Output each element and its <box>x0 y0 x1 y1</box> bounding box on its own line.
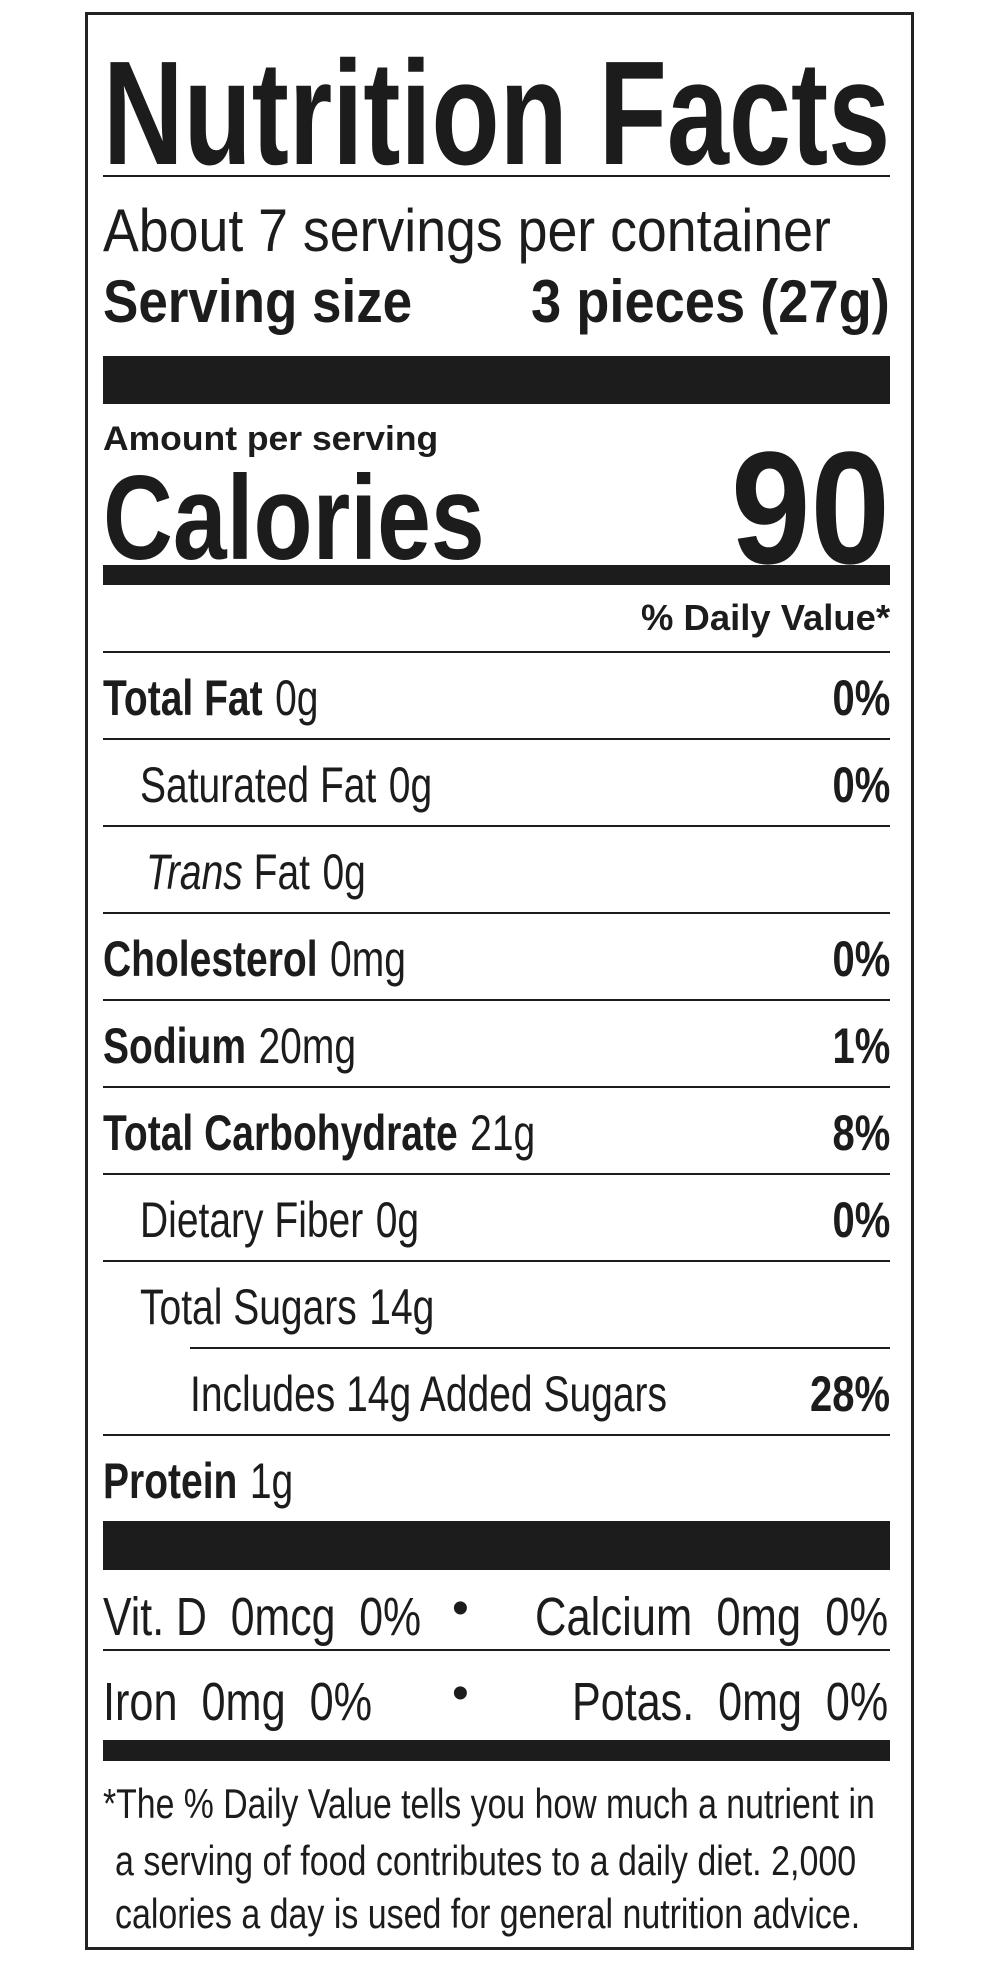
nutrient-row-saturated-fat: Saturated Fat 0g 0% <box>103 738 890 825</box>
nutrient-text: Total Carbohydrate 21g <box>103 1108 535 1158</box>
micro-iron-wrap: Iron 0mg 0% <box>103 1675 439 1729</box>
nutrient-amount: 0g <box>275 670 319 726</box>
nutrient-row-total-carbohydrate: Total Carbohydrate 21g 8% <box>103 1086 890 1173</box>
calories-label: Calories <box>103 451 485 585</box>
nutrient-amount: 21g <box>470 1105 536 1161</box>
nutrient-dv: 0% <box>832 1192 890 1248</box>
nutrient-text: Total Sugars 14g <box>140 1282 434 1332</box>
nutrient-label: Total Sugars <box>140 1279 357 1335</box>
footnote-line: *The % Daily Value tells you how much a … <box>103 1780 875 1827</box>
nutrient-text: Trans Fat 0g <box>146 847 366 897</box>
nutrient-amount: 1g <box>249 1453 294 1509</box>
bullet-icon: • <box>452 1667 469 1720</box>
nutrient-row-total-sugars: Total Sugars 14g <box>103 1260 890 1347</box>
nutrient-row-dietary-fiber: Dietary Fiber 0g 0% <box>103 1173 890 1260</box>
dv-header-wrap: % Daily Value* <box>640 597 890 638</box>
serving-size-label: Serving size <box>103 268 413 335</box>
nutrient-text: Sodium 20mg <box>103 1021 356 1071</box>
micro-calcium-wrap: Calcium 0mg 0% <box>450 1590 888 1644</box>
bullet-icon: • <box>452 1582 469 1635</box>
nutrient-amount: 14g <box>369 1279 435 1335</box>
nutrient-label: Dietary Fiber <box>140 1192 364 1248</box>
nutrient-row-cholesterol: Cholesterol 0mg 0% <box>103 912 890 999</box>
micro-potassium-wrap: Potas. 0mg 0% <box>492 1675 888 1729</box>
nutrient-text: Includes 14g Added Sugars <box>190 1369 667 1419</box>
thick-bar <box>103 356 890 404</box>
nutrient-dv: 0% <box>832 670 890 726</box>
nutrient-row-added-sugars: Includes 14g Added Sugars 28% <box>190 1347 890 1434</box>
nutrient-label: Fat <box>253 844 311 900</box>
nutrient-dv: 8% <box>832 1105 890 1161</box>
nutrient-label: Protein <box>103 1453 238 1509</box>
nutrient-label: Includes 14g Added Sugars <box>190 1366 668 1422</box>
divider <box>103 175 890 177</box>
footnote-line: calories a day is used for general nutri… <box>115 1890 861 1937</box>
micro-vitd-wrap: Vit. D 0mcg 0% <box>103 1590 504 1644</box>
nutrient-amount: 0g <box>322 844 366 900</box>
nutrient-row-protein: Protein 1g <box>103 1434 890 1521</box>
nutrient-label: Saturated Fat <box>140 757 377 813</box>
thick-bar <box>103 1521 890 1570</box>
footnote-line: a serving of food contributes to a daily… <box>115 1837 857 1884</box>
nutrient-dv: 1% <box>832 1018 890 1074</box>
micronutrient-iron: Iron 0mg 0% <box>103 1672 373 1732</box>
page-title: Nutrition Facts <box>103 31 891 196</box>
calories-value-wrap: 90 <box>712 428 890 588</box>
micronutrient-calcium: Calcium 0mg 0% <box>534 1587 888 1647</box>
nutrient-label: Sodium <box>103 1018 246 1074</box>
title-wrap: Nutrition Facts <box>103 40 1000 188</box>
nutrient-dv: 28% <box>809 1366 890 1422</box>
servings-wrap: About 7 servings per container <box>103 201 917 261</box>
nutrient-label-italic: Trans <box>146 844 243 900</box>
nutrient-text: Protein 1g <box>103 1456 293 1506</box>
micronutrient-potassium: Potas. 0mg 0% <box>571 1672 888 1732</box>
nutrient-dv: 0% <box>832 757 890 813</box>
amount-per-serving: Amount per serving <box>103 420 439 458</box>
nutrient-label: Cholesterol <box>103 931 318 987</box>
medium-bar <box>103 565 890 585</box>
servings-per-container: About 7 servings per container <box>103 197 831 264</box>
footnote-line-wrap: calories a day is used for general nutri… <box>115 1893 1000 1935</box>
medium-bar <box>103 1740 890 1761</box>
nutrient-text: Dietary Fiber 0g <box>140 1195 419 1245</box>
amount-wrap: Amount per serving <box>103 422 438 456</box>
footnote-line-wrap: *The % Daily Value tells you how much a … <box>103 1783 1000 1825</box>
nutrient-label: Total Carbohydrate <box>103 1105 458 1161</box>
nutrient-amount: 0g <box>375 1192 420 1248</box>
calories-label-wrap: Calories <box>103 458 577 578</box>
footnote-line-wrap: a serving of food contributes to a daily… <box>115 1840 1000 1882</box>
divider <box>103 1649 890 1651</box>
nutrient-amount: 0g <box>388 757 433 813</box>
nutrient-row-total-fat: Total Fat 0g 0% <box>103 651 890 738</box>
nutrient-label: Total Fat <box>103 670 263 726</box>
nutrition-label-border <box>85 12 914 1950</box>
nutrient-amount: 0mg <box>330 931 406 987</box>
calories-value: 90 <box>731 418 890 597</box>
serving-size-value: 3 pieces (27g) <box>531 268 890 335</box>
nutrient-row-sodium: Sodium 20mg 1% <box>103 999 890 1086</box>
daily-value-header: % Daily Value* <box>640 597 890 638</box>
nutrient-text: Saturated Fat 0g <box>140 760 432 810</box>
serving-size-label-wrap: Serving size <box>103 272 453 332</box>
nutrient-dv: 0% <box>832 931 890 987</box>
serving-size-value-wrap: 3 pieces (27g) <box>493 272 890 332</box>
micronutrient-vitamin-d: Vit. D 0mcg 0% <box>103 1587 422 1647</box>
nutrient-text: Total Fat 0g <box>103 673 318 723</box>
nutrient-row-trans-fat: Trans Fat 0g <box>103 825 890 912</box>
nutrient-amount: 20mg <box>258 1018 357 1074</box>
nutrient-text: Cholesterol 0mg <box>103 934 406 984</box>
